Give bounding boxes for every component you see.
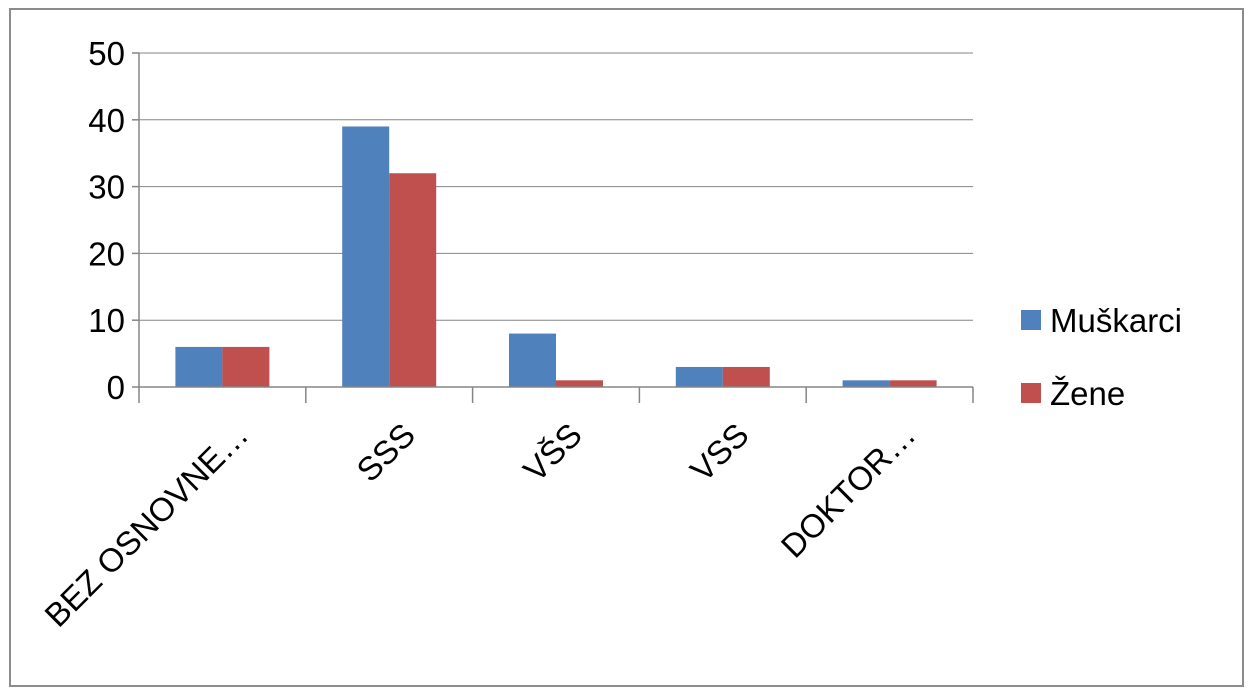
y-tick-label: 50	[88, 35, 125, 72]
bar-muskarci-3	[676, 367, 723, 387]
y-tick-label: 10	[88, 302, 125, 339]
bar-muskarci-4	[843, 380, 890, 387]
y-tick-label: 30	[88, 169, 125, 206]
legend-label-muskarci: Muškarci	[1050, 302, 1182, 339]
legend-swatch-zene	[1021, 383, 1041, 403]
legend-label-zene: Žene	[1050, 375, 1125, 412]
bar-zene-3	[723, 367, 770, 387]
bar-zene-1	[389, 173, 436, 387]
bar-zene-4	[890, 380, 937, 387]
bar-muskarci-0	[175, 347, 222, 387]
bar-muskarci-2	[509, 334, 556, 387]
bar-muskarci-1	[342, 126, 389, 387]
y-tick-label: 20	[88, 235, 125, 272]
bar-zene-2	[556, 380, 603, 387]
y-tick-label: 0	[107, 369, 125, 406]
legend-swatch-muskarci	[1021, 310, 1041, 330]
bar-zene-0	[222, 347, 269, 387]
y-tick-label: 40	[88, 102, 125, 139]
